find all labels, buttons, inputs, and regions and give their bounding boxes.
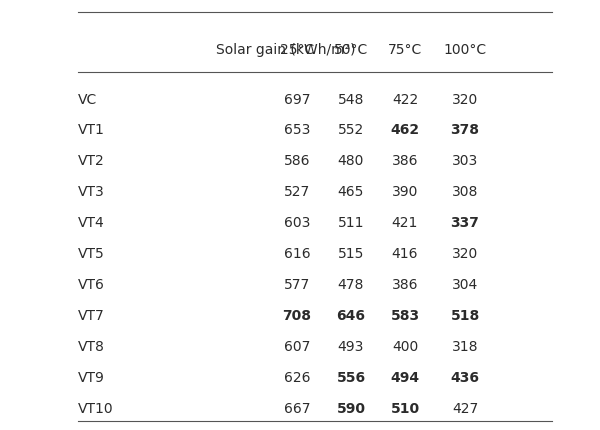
- Text: 465: 465: [338, 185, 364, 199]
- Text: 480: 480: [338, 154, 364, 168]
- Text: 586: 586: [284, 154, 310, 168]
- Text: 436: 436: [451, 370, 479, 384]
- Text: 515: 515: [338, 247, 364, 261]
- Text: VT9: VT9: [78, 370, 105, 384]
- Text: 390: 390: [392, 185, 418, 199]
- Text: 518: 518: [451, 308, 479, 322]
- Text: 590: 590: [337, 401, 365, 415]
- Text: 527: 527: [284, 185, 310, 199]
- Text: VC: VC: [78, 92, 97, 106]
- Text: 708: 708: [283, 308, 311, 322]
- Text: 400: 400: [392, 339, 418, 353]
- Text: VT3: VT3: [78, 185, 105, 199]
- Text: VT2: VT2: [78, 154, 105, 168]
- Text: 320: 320: [452, 247, 478, 261]
- Text: VT1: VT1: [78, 123, 105, 137]
- Text: 552: 552: [338, 123, 364, 137]
- Text: VT6: VT6: [78, 278, 105, 292]
- Text: 494: 494: [391, 370, 419, 384]
- Text: 303: 303: [452, 154, 478, 168]
- Text: 607: 607: [284, 339, 310, 353]
- Text: VT7: VT7: [78, 308, 105, 322]
- Text: 320: 320: [452, 92, 478, 106]
- Text: VT4: VT4: [78, 216, 105, 230]
- Text: 386: 386: [392, 154, 418, 168]
- Text: 50°C: 50°C: [334, 43, 368, 56]
- Text: VT5: VT5: [78, 247, 105, 261]
- Text: VT8: VT8: [78, 339, 105, 353]
- Text: 422: 422: [392, 92, 418, 106]
- Text: 100°C: 100°C: [443, 43, 487, 56]
- Text: 386: 386: [392, 278, 418, 292]
- Text: 304: 304: [452, 278, 478, 292]
- Text: 511: 511: [338, 216, 364, 230]
- Text: 653: 653: [284, 123, 310, 137]
- Text: 75°C: 75°C: [388, 43, 422, 56]
- Text: 427: 427: [452, 401, 478, 415]
- Text: 478: 478: [338, 278, 364, 292]
- Text: Solar gain (kWh/m²): Solar gain (kWh/m²): [216, 43, 355, 56]
- Text: 697: 697: [284, 92, 310, 106]
- Text: 337: 337: [451, 216, 479, 230]
- Text: VT10: VT10: [78, 401, 113, 415]
- Text: 583: 583: [391, 308, 419, 322]
- Text: 308: 308: [452, 185, 478, 199]
- Text: 548: 548: [338, 92, 364, 106]
- Text: 577: 577: [284, 278, 310, 292]
- Text: 416: 416: [392, 247, 418, 261]
- Text: 626: 626: [284, 370, 310, 384]
- Text: 318: 318: [452, 339, 478, 353]
- Text: 667: 667: [284, 401, 310, 415]
- Text: 421: 421: [392, 216, 418, 230]
- Text: 603: 603: [284, 216, 310, 230]
- Text: 646: 646: [337, 308, 365, 322]
- Text: 25°C: 25°C: [280, 43, 314, 56]
- Text: 510: 510: [391, 401, 419, 415]
- Text: 378: 378: [451, 123, 479, 137]
- Text: 616: 616: [284, 247, 310, 261]
- Text: 493: 493: [338, 339, 364, 353]
- Text: 462: 462: [391, 123, 419, 137]
- Text: 556: 556: [337, 370, 365, 384]
